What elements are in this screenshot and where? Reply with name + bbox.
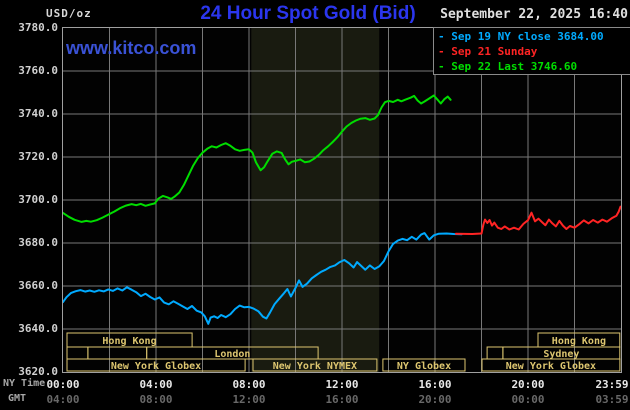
- gmt-tick-label: 03:59: [595, 393, 629, 406]
- ny-tick-label: 23:59: [595, 378, 629, 391]
- session-label: Hong Kong: [552, 336, 606, 347]
- y-tick-label: 3680.0: [18, 236, 58, 249]
- y-tick-label: 3760.0: [18, 64, 58, 77]
- ny-tick-label: 20:00: [511, 378, 545, 391]
- ny-tick-label: 04:00: [139, 378, 173, 391]
- session-box: [481, 358, 621, 372]
- unit-label: USD/oz: [46, 7, 92, 20]
- gold-price-chart: Hong Kong London Sydney Hong Kong New York G…: [63, 28, 621, 372]
- session-label: London: [214, 349, 250, 360]
- session-label: Hong Kong: [102, 336, 156, 347]
- session-label: New York NYMEX: [273, 361, 357, 372]
- y-tick-label: 3620.0: [18, 365, 58, 378]
- legend-item-0: - Sep 19 NY close 3684.00: [438, 30, 604, 43]
- chart-legend: - Sep 19 NY close 3684.00 - Sep 21 Sunday…: [433, 27, 630, 75]
- price-line-sep-19: [63, 232, 463, 325]
- ny-tick-label: 16:00: [418, 378, 452, 391]
- session-box: [252, 358, 378, 372]
- ny-tick-label: 00:00: [46, 378, 80, 391]
- gmt-tick-label: 20:00: [418, 393, 452, 406]
- y-tick-label: 3640.0: [18, 322, 58, 335]
- gmt-tick-label: 04:00: [46, 393, 80, 406]
- price-line-sep-21: [454, 205, 621, 235]
- session-box: [537, 332, 621, 348]
- session-box: [66, 358, 246, 372]
- y-tick-label: 3700.0: [18, 193, 58, 206]
- legend-item-2: - Sep 22 Last 3746.60: [438, 60, 578, 73]
- chart-plot-area: Hong Kong London Sydney Hong Kong New York G…: [62, 27, 622, 373]
- kitco-watermark: www.kitco.com: [66, 38, 197, 58]
- gmt-tick-label: 08:00: [139, 393, 173, 406]
- y-tick-label: 3720.0: [18, 150, 58, 163]
- y-tick-label: 3780.0: [18, 21, 58, 34]
- session-label: New York Globex: [111, 361, 201, 372]
- gmt-tick-label: 12:00: [232, 393, 266, 406]
- ny-tick-label: 12:00: [325, 378, 359, 391]
- session-label: New York Globex: [506, 361, 596, 372]
- session-box: [486, 346, 504, 360]
- session-box: [382, 358, 466, 372]
- ny-time-axis-label: NY Time: [3, 378, 46, 389]
- gmt-tick-label: 16:00: [325, 393, 359, 406]
- session-label: NY Globex: [397, 361, 451, 372]
- y-tick-label: 3660.0: [18, 279, 58, 292]
- ny-tick-label: 08:00: [232, 378, 266, 391]
- legend-item-1: - Sep 21 Sunday: [438, 45, 538, 58]
- gmt-tick-label: 00:00: [511, 393, 545, 406]
- session-label: Sydney: [543, 349, 579, 360]
- session-box: [87, 346, 148, 360]
- price-line-sep-22: [63, 94, 452, 223]
- gmt-axis-label: GMT: [8, 393, 27, 404]
- session-box: [66, 346, 89, 360]
- chart-datetime: September 22, 2025 16:40: [440, 7, 628, 22]
- y-tick-label: 3740.0: [18, 107, 58, 120]
- page-title: 24 Hour Spot Gold (Bid): [200, 3, 416, 24]
